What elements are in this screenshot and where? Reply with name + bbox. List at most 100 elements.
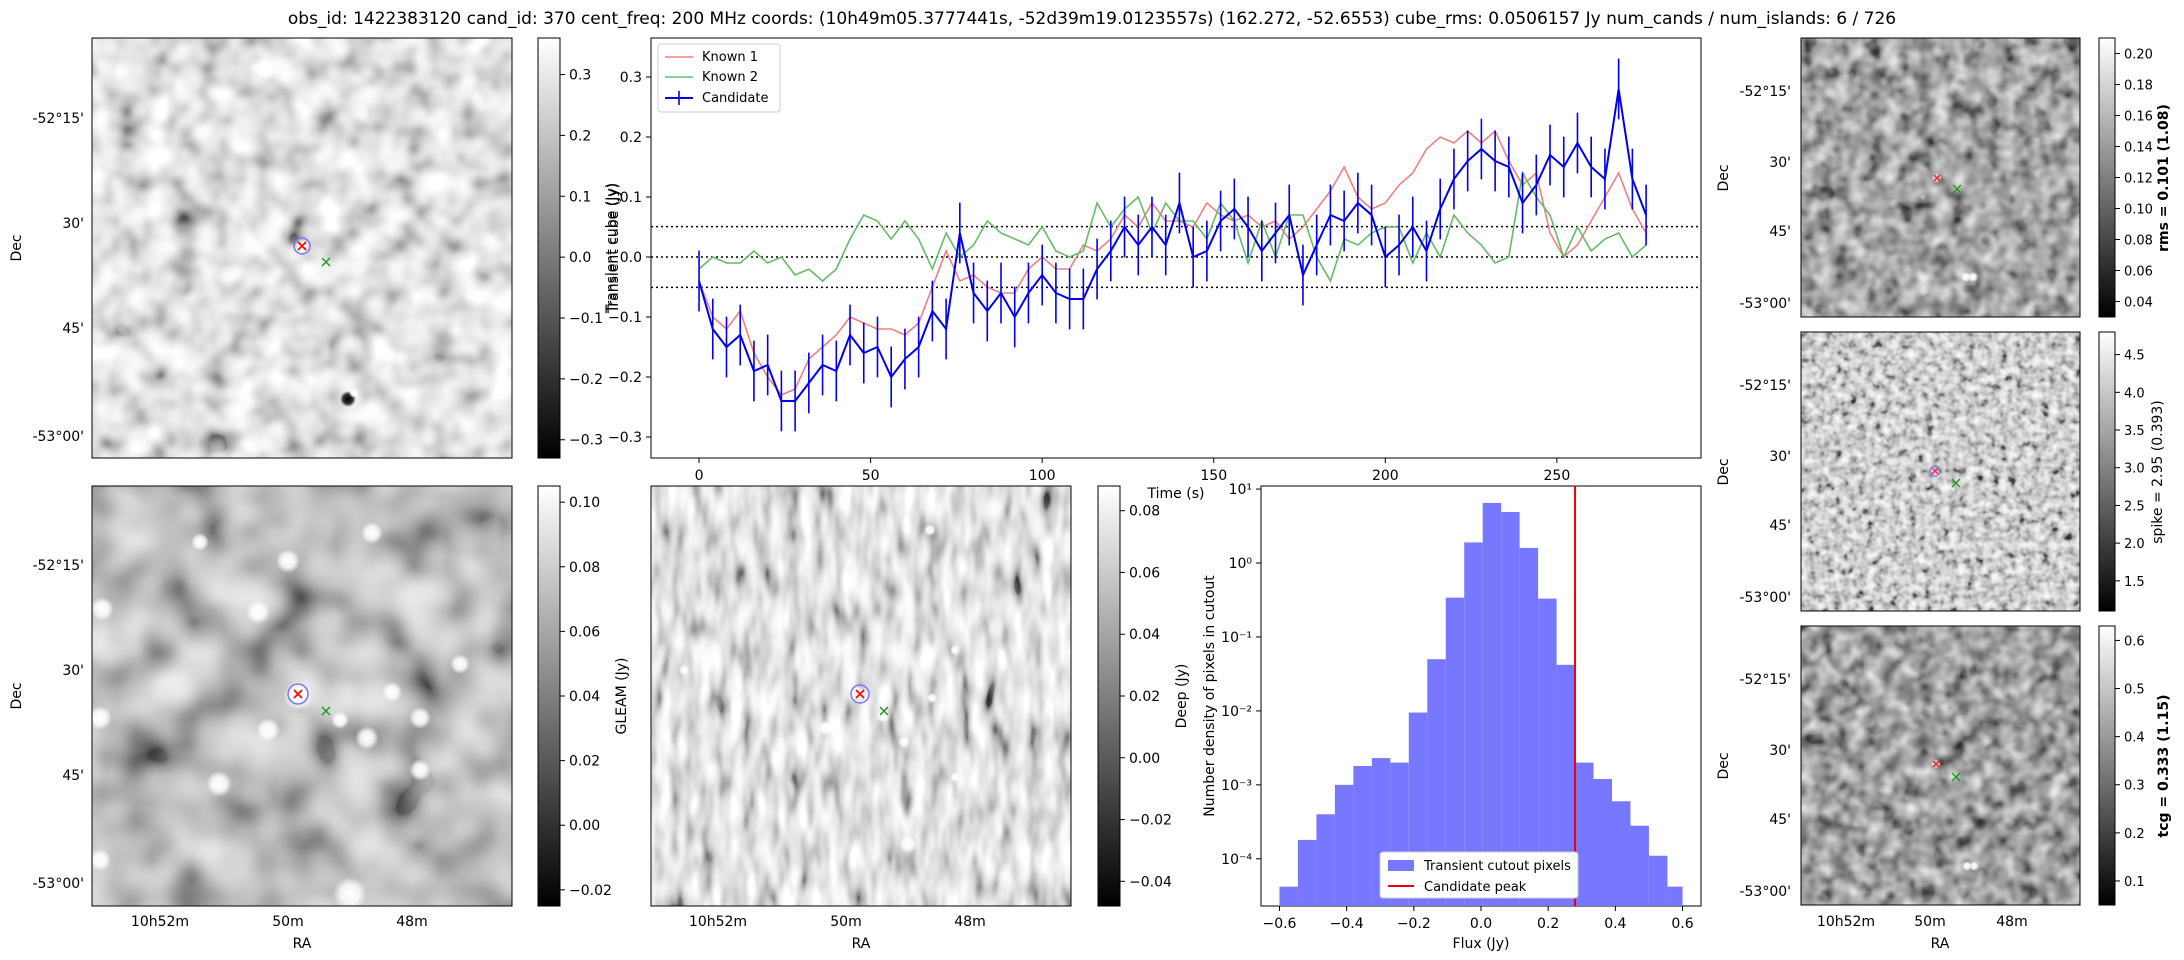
dec-tick-label: -53°00' bbox=[1739, 296, 1791, 312]
colorbar-tick-label: 0.04 bbox=[2124, 296, 2153, 311]
colorbar-tick-label: 4.0 bbox=[2124, 386, 2145, 401]
spike-colorbar: 4.5 4.0 3.5 3.0 2.5 2.0 1.5 spike = 2.95 (0.39… bbox=[2098, 331, 2166, 612]
dec-axis-label: Dec bbox=[1716, 164, 1732, 191]
colorbar-tick-label: 0.4 bbox=[2124, 731, 2145, 746]
gleam-source bbox=[409, 707, 431, 729]
colorbar-tick-label: 0.18 bbox=[2124, 79, 2153, 94]
tcg-source bbox=[1969, 861, 1979, 871]
dec-tick-label: -52°15' bbox=[1739, 84, 1791, 100]
ra-tick-label: 50m bbox=[1914, 914, 1945, 930]
tcg-map-panel: -52°15' 30' 45' -53°00' Dec 10h52m 50m 4… bbox=[1716, 625, 2172, 952]
dec-axis-label: Dec bbox=[1716, 752, 1732, 779]
colorbar-tick-label: 0.3 bbox=[2124, 779, 2145, 794]
colorbar-tick-label: −0.1 bbox=[569, 311, 603, 327]
ra-tick-label: 10h52m bbox=[131, 914, 189, 930]
histogram-bar bbox=[1445, 597, 1465, 906]
deep-source bbox=[818, 720, 834, 736]
gleam-source bbox=[89, 849, 111, 871]
colorbar-tick-label: −0.02 bbox=[569, 883, 612, 899]
tcg-dec-ticks: -52°15' 30' 45' -53°00' bbox=[1739, 672, 1791, 900]
transient-map-panel: -52°15' 30' 45' -53°00' Dec 0.3 0.2 0.1 0.0… bbox=[9, 37, 620, 459]
histogram-legend: Transient cutout pixels Candidate peak bbox=[1379, 851, 1579, 899]
spike-map-frame bbox=[1800, 331, 2081, 612]
histogram-bar bbox=[1464, 542, 1483, 906]
x-tick-label: 0.0 bbox=[1470, 916, 1492, 932]
x-tick-label: 0.4 bbox=[1604, 916, 1626, 932]
gleam-ra-ticks: 10h52m 50m 48m bbox=[131, 914, 428, 930]
deep-ra-ticks: 10h52m 50m 48m bbox=[689, 914, 986, 930]
deep-source bbox=[899, 835, 917, 853]
candidate-marker-icon bbox=[1931, 467, 1939, 475]
candidate-circle bbox=[850, 684, 870, 704]
x-tick-label: 50 bbox=[862, 468, 880, 484]
dec-tick-label: -52°15' bbox=[1739, 672, 1791, 688]
dec-tick-label: 45' bbox=[1769, 812, 1791, 828]
histogram-bar bbox=[1667, 886, 1683, 906]
ra-tick-label: 50m bbox=[830, 914, 861, 930]
ra-tick-label: 48m bbox=[954, 914, 985, 930]
colorbar-tick-label: 0.1 bbox=[569, 189, 591, 205]
dec-tick-label: 45' bbox=[62, 768, 84, 784]
colorbar-tick-label: −0.02 bbox=[1129, 813, 1172, 829]
histogram-bar bbox=[1648, 855, 1668, 906]
dec-tick-label: 30' bbox=[1769, 743, 1791, 759]
colorbar-tick-label: 0.06 bbox=[2124, 265, 2153, 280]
y-tick-label: 10⁻² bbox=[1221, 704, 1252, 720]
x-tick-label: 250 bbox=[1544, 468, 1571, 484]
deep-source bbox=[679, 665, 689, 675]
colorbar-label: rms = 0.101 (1.08) bbox=[2156, 104, 2172, 252]
legend-box bbox=[657, 43, 781, 113]
colorbar-tick-label: −0.3 bbox=[569, 433, 603, 449]
gleam-sources bbox=[88, 522, 470, 911]
ra-tick-label: 48m bbox=[396, 914, 427, 930]
colorbar-tick-label: 0.04 bbox=[569, 689, 600, 705]
histogram-bar bbox=[1556, 664, 1576, 906]
colorbar-label: Transient cube (Jy) bbox=[604, 183, 620, 314]
histogram-bar bbox=[1316, 814, 1335, 906]
gleam-source bbox=[246, 600, 270, 624]
colorbar-gradient bbox=[1097, 485, 1121, 907]
gleam-source bbox=[276, 549, 300, 573]
gleam-source bbox=[206, 771, 232, 797]
colorbar-tick-label: 0.6 bbox=[2124, 634, 2145, 649]
ra-axis-label: RA bbox=[852, 936, 871, 952]
colorbar-label: tcg = 0.333 (1.15) bbox=[2156, 695, 2172, 838]
gleam-colorbar: 0.10 0.08 0.06 0.04 0.02 0.00 −0.02 GLEAM (Jy) bbox=[537, 485, 630, 907]
deep-source bbox=[950, 645, 960, 655]
transient-positive-source bbox=[349, 388, 359, 398]
legend-swatch-hist bbox=[1388, 860, 1414, 871]
series-line-known-2 bbox=[698, 170, 1647, 283]
histogram-bar bbox=[1279, 886, 1298, 906]
legend-label: Candidate peak bbox=[1424, 880, 1527, 895]
dec-tick-label: 30' bbox=[1769, 155, 1791, 171]
figure-header: obs_id: 1422383120 cand_id: 370 cent_fre… bbox=[288, 9, 1896, 29]
candidate-marker-icon bbox=[1932, 760, 1940, 768]
known-source-marker-icon bbox=[321, 706, 331, 716]
colorbar-tick-label: 0.0 bbox=[569, 250, 591, 266]
colorbar-label: Deep (Jy) bbox=[1174, 664, 1190, 729]
histogram-ylabel: Number density of pixels in cutout bbox=[1202, 575, 1218, 817]
tcg-colorbar: 0.6 0.5 0.4 0.3 0.2 0.1 tcg = 0.333 (1.15) bbox=[2098, 625, 2172, 906]
colorbar-tick-label: 0.08 bbox=[569, 560, 600, 576]
colorbar-tick-label: 3.0 bbox=[2124, 462, 2145, 477]
deep-sources bbox=[679, 524, 960, 853]
rms-dec-ticks: -52°15' 30' 45' -53°00' bbox=[1739, 84, 1791, 312]
colorbar-tick-label: 0.06 bbox=[569, 624, 600, 640]
y-tick-label: 10⁻³ bbox=[1221, 778, 1252, 794]
series-line-candidate bbox=[698, 88, 1648, 402]
colorbar-tick-label: −0.04 bbox=[1129, 874, 1172, 890]
light-curve-legend: Known 1 Known 2 Candidate bbox=[657, 43, 781, 113]
spike-map-panel: -52°15' 30' 45' -53°00' Dec 4.5 4.0 3.5 3.0… bbox=[1716, 331, 2166, 612]
colorbar-tick-label: 0.1 bbox=[2124, 875, 2145, 890]
deep-map-frame bbox=[650, 485, 1072, 907]
candidate-circle bbox=[293, 237, 311, 255]
candidate-circle bbox=[1929, 465, 1941, 477]
rms-colorbar: 0.20 0.18 0.16 0.14 0.12 0.10 0.08 0.06 0.04 rms… bbox=[2098, 37, 2172, 318]
colorbar-gradient bbox=[2098, 37, 2116, 318]
colorbar-tick-label: 0.02 bbox=[569, 754, 600, 770]
dec-axis-label: Dec bbox=[9, 682, 25, 709]
histogram-bar bbox=[1501, 511, 1520, 906]
ra-axis-label: RA bbox=[293, 936, 312, 952]
colorbar-tick-label: 0.00 bbox=[1129, 751, 1160, 767]
gleam-source bbox=[382, 682, 402, 702]
